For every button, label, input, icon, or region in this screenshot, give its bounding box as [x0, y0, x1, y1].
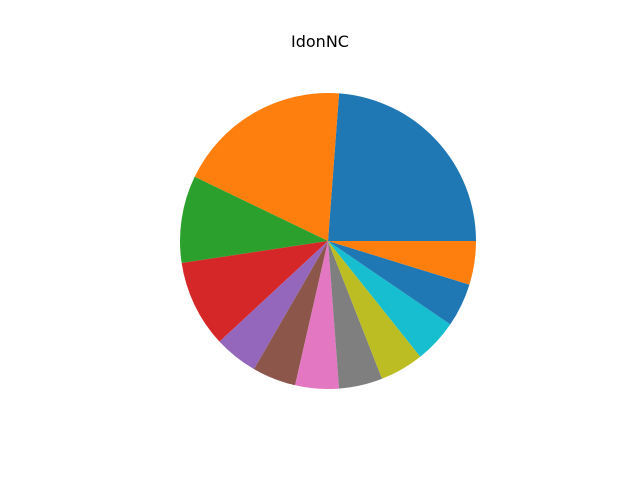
- pie-slice-8: [328, 241, 383, 389]
- pie-slice-11: [328, 241, 470, 325]
- chart-title: IdonNC: [291, 32, 349, 51]
- pie-slice-1: [328, 93, 476, 241]
- pie-slice-3: [179, 176, 328, 264]
- pie-slice-7: [295, 241, 340, 389]
- pie-slice-2: [194, 93, 340, 241]
- pie-slice-5: [219, 241, 328, 370]
- pie-slice-6: [254, 241, 328, 386]
- pie-slice-12: [328, 241, 476, 285]
- pie-slice-10: [328, 241, 451, 357]
- pie-slice-4: [181, 241, 328, 342]
- pie-slice-9: [328, 241, 421, 379]
